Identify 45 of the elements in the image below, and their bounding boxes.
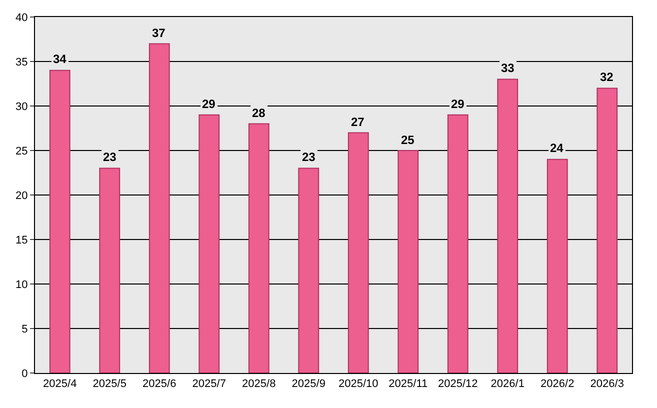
bar <box>497 78 518 373</box>
y-tick-label: 40 <box>16 12 28 24</box>
bar <box>248 123 270 373</box>
data-label: 29 <box>451 97 465 111</box>
x-tick-label: 2025/12 <box>438 378 478 390</box>
x-tick-label: 2025/6 <box>142 378 176 390</box>
x-tick-label: 2025/5 <box>92 378 126 390</box>
bar <box>447 114 468 373</box>
x-tick-label: 2025/9 <box>292 378 326 390</box>
bar <box>348 132 369 373</box>
y-tick-label: 5 <box>22 323 28 336</box>
bar <box>198 114 220 373</box>
x-tick-label: 2025/8 <box>242 378 276 390</box>
x-tick-label: 2025/4 <box>43 378 77 390</box>
data-label: 32 <box>600 70 614 84</box>
bar <box>546 158 568 373</box>
x-tick-label: 2026/1 <box>490 378 524 390</box>
bar <box>596 88 618 373</box>
y-tick-label: 10 <box>16 278 28 291</box>
data-label: 24 <box>550 141 564 155</box>
y-tick-label: 20 <box>16 190 28 202</box>
y-tick-label: 35 <box>16 56 28 68</box>
data-label: 33 <box>501 61 515 75</box>
bar <box>148 43 170 373</box>
x-tick-label: 2025/7 <box>192 378 226 390</box>
data-label: 28 <box>252 106 266 120</box>
data-label: 25 <box>401 133 415 147</box>
x-tick-label: 2025/10 <box>338 378 378 390</box>
y-tick-label: 25 <box>16 145 28 158</box>
x-tick-label: 2026/2 <box>540 378 574 390</box>
data-label: 37 <box>152 26 166 40</box>
data-label: 27 <box>351 115 365 129</box>
data-label: 23 <box>103 150 117 164</box>
bar <box>49 70 70 373</box>
y-tick-label: 30 <box>16 100 28 113</box>
bar <box>298 168 320 373</box>
bar <box>398 150 419 373</box>
data-label: 34 <box>53 52 67 66</box>
x-tick-label: 2026/3 <box>590 378 624 390</box>
data-label: 23 <box>302 150 316 164</box>
y-tick-label: 0 <box>22 368 28 380</box>
data-label: 29 <box>202 97 216 111</box>
x-tick-label: 2025/11 <box>388 378 428 390</box>
bar <box>99 168 120 373</box>
y-tick-label: 15 <box>16 234 28 246</box>
